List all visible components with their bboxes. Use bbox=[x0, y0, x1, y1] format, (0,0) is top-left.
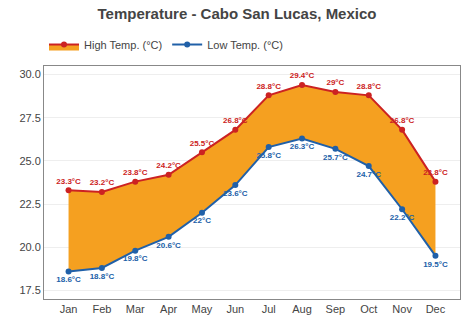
svg-text:Jul: Jul bbox=[262, 303, 276, 315]
svg-text:30.0: 30.0 bbox=[19, 68, 40, 80]
svg-text:23.6°C: 23.6°C bbox=[223, 189, 248, 198]
svg-text:Aug: Aug bbox=[292, 303, 312, 315]
svg-text:23.3°C: 23.3°C bbox=[56, 177, 81, 186]
svg-text:Sep: Sep bbox=[326, 303, 346, 315]
svg-text:25.0: 25.0 bbox=[19, 155, 40, 167]
svg-text:20.6°C: 20.6°C bbox=[156, 241, 181, 250]
svg-text:26.3°C: 26.3°C bbox=[290, 142, 315, 151]
svg-text:23.8°C: 23.8°C bbox=[423, 168, 448, 177]
svg-text:Nov: Nov bbox=[392, 303, 412, 315]
svg-text:19.5°C: 19.5°C bbox=[423, 260, 448, 269]
svg-text:24.7°C: 24.7°C bbox=[356, 170, 381, 179]
svg-text:19.8°C: 19.8°C bbox=[123, 254, 148, 263]
svg-text:Mar: Mar bbox=[126, 303, 145, 315]
svg-text:Feb: Feb bbox=[92, 303, 111, 315]
svg-text:23.2°C: 23.2°C bbox=[90, 178, 115, 187]
svg-text:High Temp. (°C): High Temp. (°C) bbox=[84, 39, 162, 51]
svg-text:17.5: 17.5 bbox=[19, 284, 40, 296]
svg-text:25.5°C: 25.5°C bbox=[190, 139, 215, 148]
svg-text:Low Temp. (°C): Low Temp. (°C) bbox=[207, 39, 283, 51]
svg-text:25.8°C: 25.8°C bbox=[256, 151, 281, 160]
svg-text:20.0: 20.0 bbox=[19, 241, 40, 253]
svg-text:Dec: Dec bbox=[426, 303, 446, 315]
svg-text:25.7°C: 25.7°C bbox=[323, 153, 348, 162]
svg-text:Apr: Apr bbox=[160, 303, 177, 315]
svg-text:22°C: 22°C bbox=[193, 216, 211, 225]
svg-text:28.8°C: 28.8°C bbox=[256, 82, 281, 91]
svg-text:29°C: 29°C bbox=[326, 78, 344, 87]
svg-text:26.8°C: 26.8°C bbox=[223, 116, 248, 125]
svg-text:22.2°C: 22.2°C bbox=[390, 213, 415, 222]
svg-text:Temperature - Cabo San Lucas,: Temperature - Cabo San Lucas, Mexico bbox=[98, 5, 377, 22]
svg-text:27.5: 27.5 bbox=[19, 112, 40, 124]
svg-text:18.8°C: 18.8°C bbox=[90, 272, 115, 281]
svg-text:23.8°C: 23.8°C bbox=[123, 168, 148, 177]
svg-text:24.2°C: 24.2°C bbox=[156, 161, 181, 170]
svg-text:Jun: Jun bbox=[226, 303, 244, 315]
svg-text:28.8°C: 28.8°C bbox=[356, 82, 381, 91]
svg-text:18.6°C: 18.6°C bbox=[56, 275, 81, 284]
svg-text:26.8°C: 26.8°C bbox=[390, 116, 415, 125]
svg-text:29.4°C: 29.4°C bbox=[290, 71, 315, 80]
svg-text:Oct: Oct bbox=[360, 303, 377, 315]
svg-text:Jan: Jan bbox=[60, 303, 78, 315]
svg-text:May: May bbox=[192, 303, 213, 315]
svg-text:22.5: 22.5 bbox=[19, 198, 40, 210]
